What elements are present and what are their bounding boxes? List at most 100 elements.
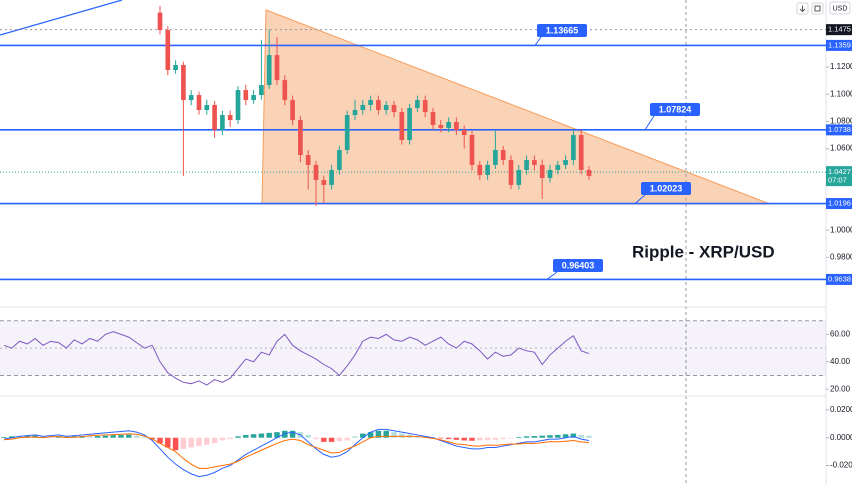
macd-histogram-bar [126,434,132,438]
candle-body [266,55,272,85]
macd-histogram-bar [344,437,350,441]
macd-histogram-bar [469,437,475,441]
candle-body [532,160,537,165]
candle-body [376,100,381,111]
callout-label: 1.02023 [650,183,683,193]
candle-body [430,112,436,125]
candle-body [383,104,389,111]
y-tick-label: 1.08000 [830,117,852,126]
candle-body [524,160,529,170]
macd-histogram-bar [211,437,218,444]
countdown: 07:07 [828,176,847,185]
candle-body [181,64,186,101]
price-tag-label: 1.0196 [828,199,851,208]
candle-body [547,169,553,178]
macd-histogram-bar [484,437,491,441]
chart-title: Ripple - XRP/USD [632,242,775,261]
macd-histogram-bar [321,437,327,442]
callout-label: 1.07824 [659,104,692,114]
candle-body [344,115,350,150]
candle-body [539,164,545,178]
macd-histogram-bar [118,434,124,438]
candle-body [555,164,561,170]
macd-histogram-bar [492,437,499,440]
macd-histogram-bar [508,437,514,439]
macd-histogram-bar [1,437,7,438]
candle-body [477,164,483,176]
price-tag [826,198,852,210]
candle-body [337,149,342,170]
macd-histogram-bar [282,430,288,438]
macd-histogram-bar [555,434,561,438]
candle-body [212,104,217,130]
macd-histogram-bar [149,437,155,440]
callout-pointer [634,194,646,204]
callout [537,24,587,37]
macd-histogram-bar [172,437,179,451]
candle-body [368,100,373,105]
settings-button[interactable] [811,2,824,15]
price-tag [826,39,852,51]
macd-histogram-bar [289,430,296,438]
candle-body [422,100,428,113]
price-tag-label: 1.1359 [828,40,851,49]
macd-histogram-bar [453,437,460,440]
macd-histogram-bar [165,437,171,448]
candle-body [196,95,202,111]
candle-body [165,30,171,71]
candle-body [563,160,568,165]
y-tick-label: 40.00 [830,357,851,366]
candle-body [173,64,178,71]
macd-histogram-bar [258,433,265,438]
macd-histogram-bar [94,436,101,438]
candle-body [399,112,405,141]
macd-line [3,433,590,469]
macd-histogram-bar [360,433,366,438]
y-tick-label: 1.06000 [830,144,852,153]
candle-body [578,135,584,170]
plot: 1.12000 1.10000 1.08000 1.06000 1.00000 0.980… [0,5,852,478]
macd-histogram-bar [204,437,210,445]
candle-body [298,120,303,156]
callout [553,259,603,272]
macd-histogram-bar [243,434,249,438]
macd-histogram-bar [328,437,335,442]
candle-body [446,121,451,128]
price-tag-label: 1.1475 [828,25,851,34]
candle-body [290,100,295,121]
macd-histogram-bar [196,437,202,447]
macd-histogram-bar [87,436,93,438]
candle-body [352,110,358,116]
callout-label: 1.13665 [546,25,579,35]
price-tag-label: 1.0738 [828,125,851,134]
candle-body [508,160,514,185]
macd-histogram-bar [110,435,116,438]
macd-histogram-bar [157,437,163,444]
macd-histogram-bar [562,434,569,438]
candle-body [360,104,366,111]
candle-body [415,100,420,108]
callout-pointer [546,271,558,280]
candle-body [485,164,490,176]
macd-histogram-bar [438,437,444,439]
candle-body [188,95,194,101]
macd-histogram-bar [235,436,241,438]
currency-box[interactable] [829,1,851,15]
candle-body [313,164,319,181]
candle-body [251,95,256,101]
price-tag-label: 0.9638 [828,274,851,283]
candle-body [329,169,334,185]
candle-body [274,55,280,81]
candle-body [220,115,225,130]
y-tick-label: 1.10000 [830,89,852,98]
callout-label: 0.96403 [562,260,595,270]
macd-histogram-bar [547,435,553,438]
y-tick-label: 0.98000 [830,253,852,262]
candle-body [321,180,327,185]
macd-histogram-bar [531,436,538,438]
macd-histogram-bar [516,437,522,438]
candle-body [259,84,264,96]
